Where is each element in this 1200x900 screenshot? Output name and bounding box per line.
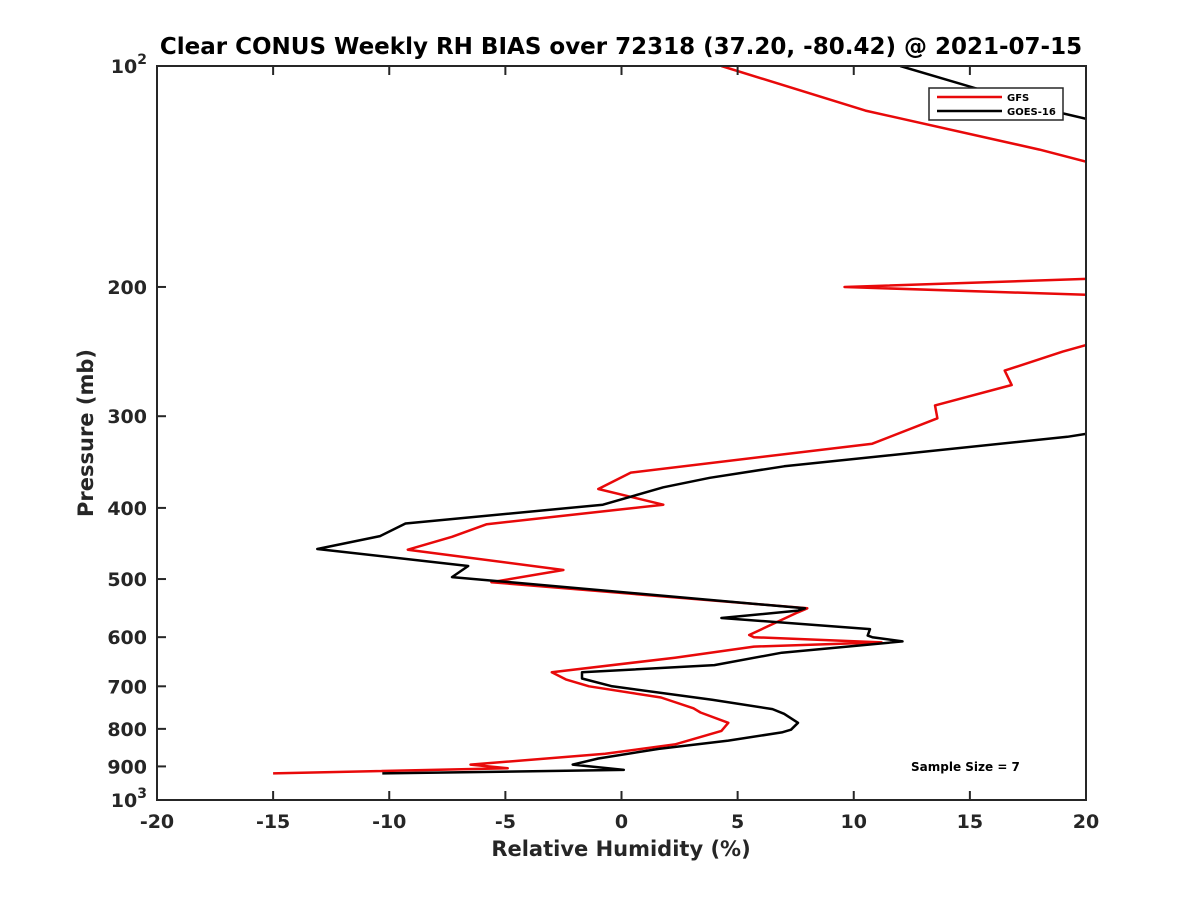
series-line-goes-16 [316,432,1086,775]
y-tick-label: 300 [107,406,147,428]
y-tick-label: 700 [107,676,147,698]
y-tick-label: 800 [107,719,147,741]
x-tick-label: -20 [140,811,174,833]
y-axis-label: Pressure (mb) [74,349,98,517]
sample-size-annotation: Sample Size = 7 [911,760,1020,774]
y-tick-label: 900 [107,756,147,778]
series-line-gfs [843,277,1086,297]
legend: GFS GOES-16 [928,87,1064,121]
x-tick-label: -5 [495,811,516,833]
y-tick-label: 200 [107,277,147,299]
x-axis-label: Relative Humidity (%) [491,837,750,861]
y-tick-label: 500 [107,569,147,591]
chart-title: Clear CONUS Weekly RH BIAS over 72318 (3… [160,34,1082,60]
series-layer [273,66,1086,775]
x-tick-label: 10 [841,811,867,833]
series-line-gfs [721,66,1086,163]
x-tick-label: -10 [372,811,406,833]
y-tick-label: 102 [111,52,147,78]
x-tick-label: 0 [615,811,628,833]
series-line-gfs [273,343,1086,775]
x-axis: -20 -15 -10 -5 0 5 10 15 20 [140,66,1099,833]
x-tick-label: 20 [1073,811,1099,833]
y-axis: 102 200 300 400 500 600 700 800 900 103 [107,52,166,812]
legend-label-goes16: GOES-16 [1007,107,1056,118]
legend-label-gfs: GFS [1007,93,1029,104]
y-tick-label: 400 [107,498,147,520]
legend-box [928,87,1064,121]
y-tick-label: 103 [111,786,147,812]
plot-frame [156,65,1087,801]
x-tick-label: -15 [256,811,290,833]
y-tick-label: 600 [107,627,147,649]
x-tick-label: 5 [731,811,744,833]
x-tick-label: 15 [957,811,983,833]
